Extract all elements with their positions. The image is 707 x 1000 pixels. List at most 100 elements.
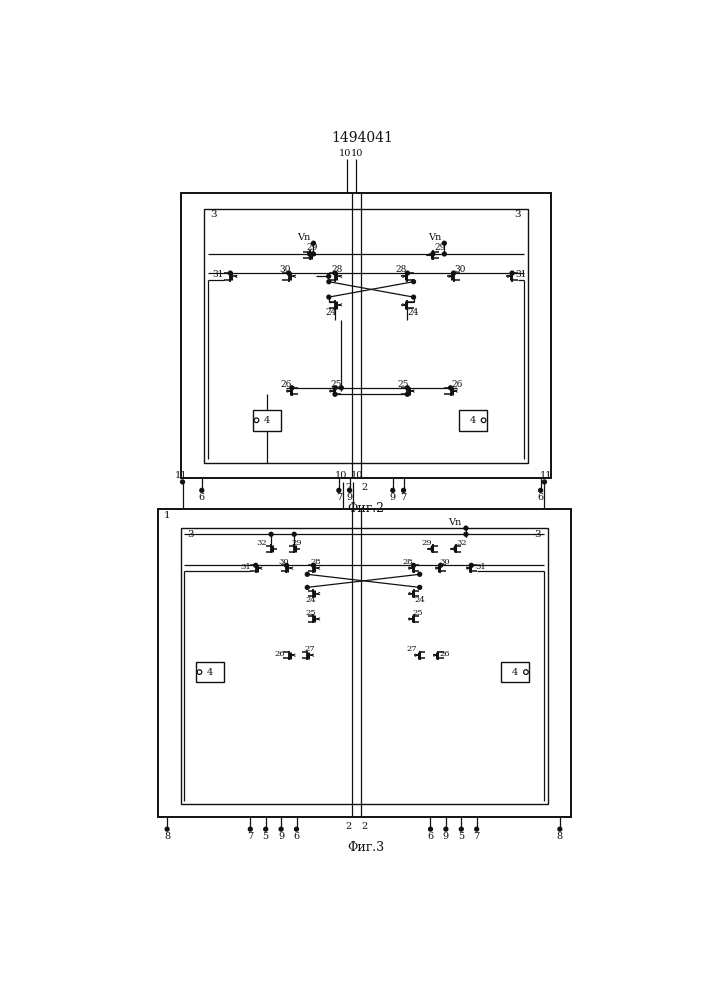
Circle shape [428,827,433,831]
Circle shape [305,585,309,589]
Circle shape [292,532,296,536]
Circle shape [411,280,416,284]
Circle shape [333,392,337,396]
Circle shape [405,386,409,390]
Text: 7: 7 [247,832,253,841]
Text: 25: 25 [331,380,342,389]
Bar [204,209,527,463]
Text: Vn: Vn [298,233,311,242]
Text: 30: 30 [279,558,289,566]
Text: Φиг.2: Φиг.2 [347,502,385,515]
Text: 28: 28 [332,265,343,274]
Circle shape [287,271,291,275]
Circle shape [460,827,463,831]
Circle shape [402,488,405,492]
Circle shape [269,532,273,536]
Circle shape [510,271,514,275]
Bar [158,509,571,817]
Circle shape [312,241,315,245]
Circle shape [337,488,341,492]
Text: 11: 11 [175,471,187,480]
Text: 10: 10 [351,471,363,480]
Circle shape [448,386,452,390]
Circle shape [312,563,315,567]
Text: 10: 10 [339,149,351,158]
Text: Vn: Vn [448,518,462,527]
Text: 9: 9 [390,493,396,502]
Text: 26: 26 [439,650,450,658]
Text: 28: 28 [402,558,413,566]
Circle shape [305,572,309,576]
Text: 24: 24 [305,596,317,604]
Circle shape [431,252,435,256]
Text: 9: 9 [278,832,284,841]
Text: 31: 31 [515,270,527,279]
Text: 25: 25 [306,609,317,617]
Text: 9: 9 [443,832,449,841]
Text: 4: 4 [207,668,214,677]
Circle shape [264,827,268,831]
Bar [501,662,529,682]
Circle shape [279,827,283,831]
Text: 1: 1 [163,511,170,520]
Text: 8: 8 [557,832,563,841]
Circle shape [180,480,185,484]
Text: 29: 29 [306,243,317,252]
Circle shape [405,392,409,396]
Text: 2: 2 [346,483,352,492]
Text: 29: 29 [291,539,302,547]
Circle shape [443,252,446,256]
Text: 3: 3 [187,530,194,539]
Text: 7: 7 [400,493,407,502]
Text: 11: 11 [539,471,552,480]
Circle shape [312,252,315,256]
Text: Φиг.3: Φиг.3 [347,841,385,854]
Circle shape [444,827,448,831]
Text: 7: 7 [474,832,480,841]
Text: 28: 28 [310,558,321,566]
Circle shape [464,532,468,536]
Text: 6: 6 [199,493,205,502]
Text: 2: 2 [346,822,352,831]
Circle shape [405,271,409,275]
Circle shape [327,295,331,299]
Text: 6: 6 [428,832,433,841]
Circle shape [418,572,421,576]
Text: 7: 7 [336,493,342,502]
Circle shape [197,670,201,674]
Text: 24: 24 [414,596,425,604]
Bar [459,410,486,431]
Text: 2: 2 [361,822,368,831]
Text: 30: 30 [454,265,465,274]
Text: 24: 24 [325,308,337,317]
Text: 6: 6 [537,493,544,502]
Text: 25: 25 [412,609,423,617]
Text: 29: 29 [421,539,432,547]
Circle shape [295,827,298,831]
Text: 9: 9 [346,493,353,502]
Text: 3: 3 [210,210,217,219]
Text: 5: 5 [458,832,464,841]
Circle shape [348,488,351,492]
Circle shape [475,827,479,831]
Bar [181,193,551,478]
Circle shape [411,295,416,299]
Text: 26: 26 [280,380,291,389]
Circle shape [539,488,542,492]
Text: 3: 3 [534,530,542,539]
Circle shape [308,252,312,256]
Circle shape [339,386,344,390]
Text: 31: 31 [212,270,223,279]
Text: 24: 24 [408,308,419,317]
Circle shape [327,274,331,278]
Circle shape [327,280,331,284]
Circle shape [333,271,337,275]
Text: 5: 5 [262,832,269,841]
Text: 4: 4 [512,668,518,677]
Circle shape [411,563,416,567]
Circle shape [452,271,455,275]
Text: 2: 2 [361,483,368,492]
Text: 31: 31 [240,563,251,571]
Circle shape [228,271,232,275]
Text: 25: 25 [397,380,409,389]
